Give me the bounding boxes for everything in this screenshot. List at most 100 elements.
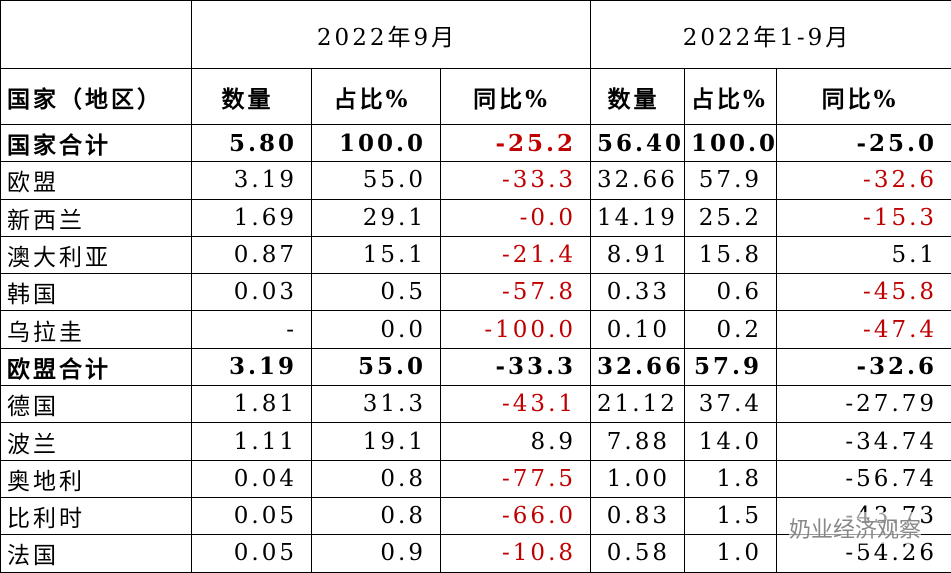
header-row: 国家（地区）数量占比%同比%数量占比%同比%: [1, 69, 951, 125]
value-cell: 0.0: [312, 311, 441, 348]
value-cell: -57.8: [441, 274, 591, 311]
value-cell: -15.3: [777, 199, 951, 236]
value-cell: 0.87: [192, 236, 312, 273]
header-cell: 占比%: [685, 69, 777, 125]
value-cell: 15.8: [685, 236, 777, 273]
value-cell: 0.33: [591, 274, 685, 311]
value-cell: -43.1: [441, 386, 591, 423]
value-cell: 31.3: [312, 386, 441, 423]
value-cell: 25.2: [685, 199, 777, 236]
value-cell: 1.8: [685, 460, 777, 497]
value-cell: -21.4: [441, 236, 591, 273]
group-header-cell: 2022年1-9月: [591, 1, 951, 69]
country-cell: 欧盟: [1, 162, 192, 199]
header-cell: 同比%: [441, 69, 591, 125]
value-cell: 1.81: [192, 386, 312, 423]
header-cell: 国家（地区）: [1, 69, 192, 125]
value-cell: 0.2: [685, 311, 777, 348]
value-cell: 56.40: [591, 125, 685, 162]
country-cell: 欧盟合计: [1, 348, 192, 385]
value-cell: -33.3: [441, 162, 591, 199]
value-cell: 14.19: [591, 199, 685, 236]
value-cell: 37.4: [685, 386, 777, 423]
corner-cell: [1, 1, 192, 69]
value-cell: 1.00: [591, 460, 685, 497]
value-cell: 0.04: [192, 460, 312, 497]
country-cell: 奥地利: [1, 460, 192, 497]
value-cell: 32.66: [591, 348, 685, 385]
value-cell: -66.0: [441, 497, 591, 534]
group-header-cell: 2022年9月: [192, 1, 591, 69]
value-cell: 14.0: [685, 423, 777, 460]
value-cell: 29.1: [312, 199, 441, 236]
value-cell: -34.74: [777, 423, 951, 460]
value-cell: -33.3: [441, 348, 591, 385]
value-cell: 3.19: [192, 348, 312, 385]
value-cell: 8.91: [591, 236, 685, 273]
value-cell: 1.0: [685, 535, 777, 572]
value-cell: -47.4: [777, 311, 951, 348]
header-cell: 数量: [192, 69, 312, 125]
value-cell: 0.83: [591, 497, 685, 534]
value-cell: -0.0: [441, 199, 591, 236]
value-cell: 55.0: [312, 348, 441, 385]
value-cell: -77.5: [441, 460, 591, 497]
value-cell: 55.0: [312, 162, 441, 199]
value-cell: 7.88: [591, 423, 685, 460]
value-cell: -56.74: [777, 460, 951, 497]
value-cell: 57.9: [685, 348, 777, 385]
value-cell: 1.11: [192, 423, 312, 460]
value-cell: 100.0: [685, 125, 777, 162]
value-cell: 100.0: [312, 125, 441, 162]
value-cell: -25.2: [441, 125, 591, 162]
value-cell: 19.1: [312, 423, 441, 460]
header-cell: 数量: [591, 69, 685, 125]
value-cell: 8.9: [441, 423, 591, 460]
country-cell: 法国: [1, 535, 192, 572]
country-cell: 波兰: [1, 423, 192, 460]
value-cell: 15.1: [312, 236, 441, 273]
country-cell: 韩国: [1, 274, 192, 311]
value-cell: -: [192, 311, 312, 348]
country-cell: 新西兰: [1, 199, 192, 236]
value-cell: 0.10: [591, 311, 685, 348]
value-cell: 0.03: [192, 274, 312, 311]
watermark: 奶业经济观察: [789, 512, 921, 544]
value-cell: 32.66: [591, 162, 685, 199]
value-cell: 0.58: [591, 535, 685, 572]
value-cell: 21.12: [591, 386, 685, 423]
value-cell: 0.9: [312, 535, 441, 572]
value-cell: 0.8: [312, 497, 441, 534]
value-cell: -25.0: [777, 125, 951, 162]
value-cell: 3.19: [192, 162, 312, 199]
value-cell: -100.0: [441, 311, 591, 348]
value-cell: 5.1: [777, 236, 951, 273]
value-cell: 5.80: [192, 125, 312, 162]
country-cell: 德国: [1, 386, 192, 423]
value-cell: -27.79: [777, 386, 951, 423]
header-cell: 同比%: [777, 69, 951, 125]
header-cell: 占比%: [312, 69, 441, 125]
country-cell: 比利时: [1, 497, 192, 534]
country-cell: 国家合计: [1, 125, 192, 162]
value-cell: 1.69: [192, 199, 312, 236]
country-cell: 澳大利亚: [1, 236, 192, 273]
value-cell: 1.5: [685, 497, 777, 534]
value-cell: -32.6: [777, 348, 951, 385]
value-cell: 0.05: [192, 535, 312, 572]
value-cell: 57.9: [685, 162, 777, 199]
country-cell: 乌拉圭: [1, 311, 192, 348]
value-cell: -32.6: [777, 162, 951, 199]
